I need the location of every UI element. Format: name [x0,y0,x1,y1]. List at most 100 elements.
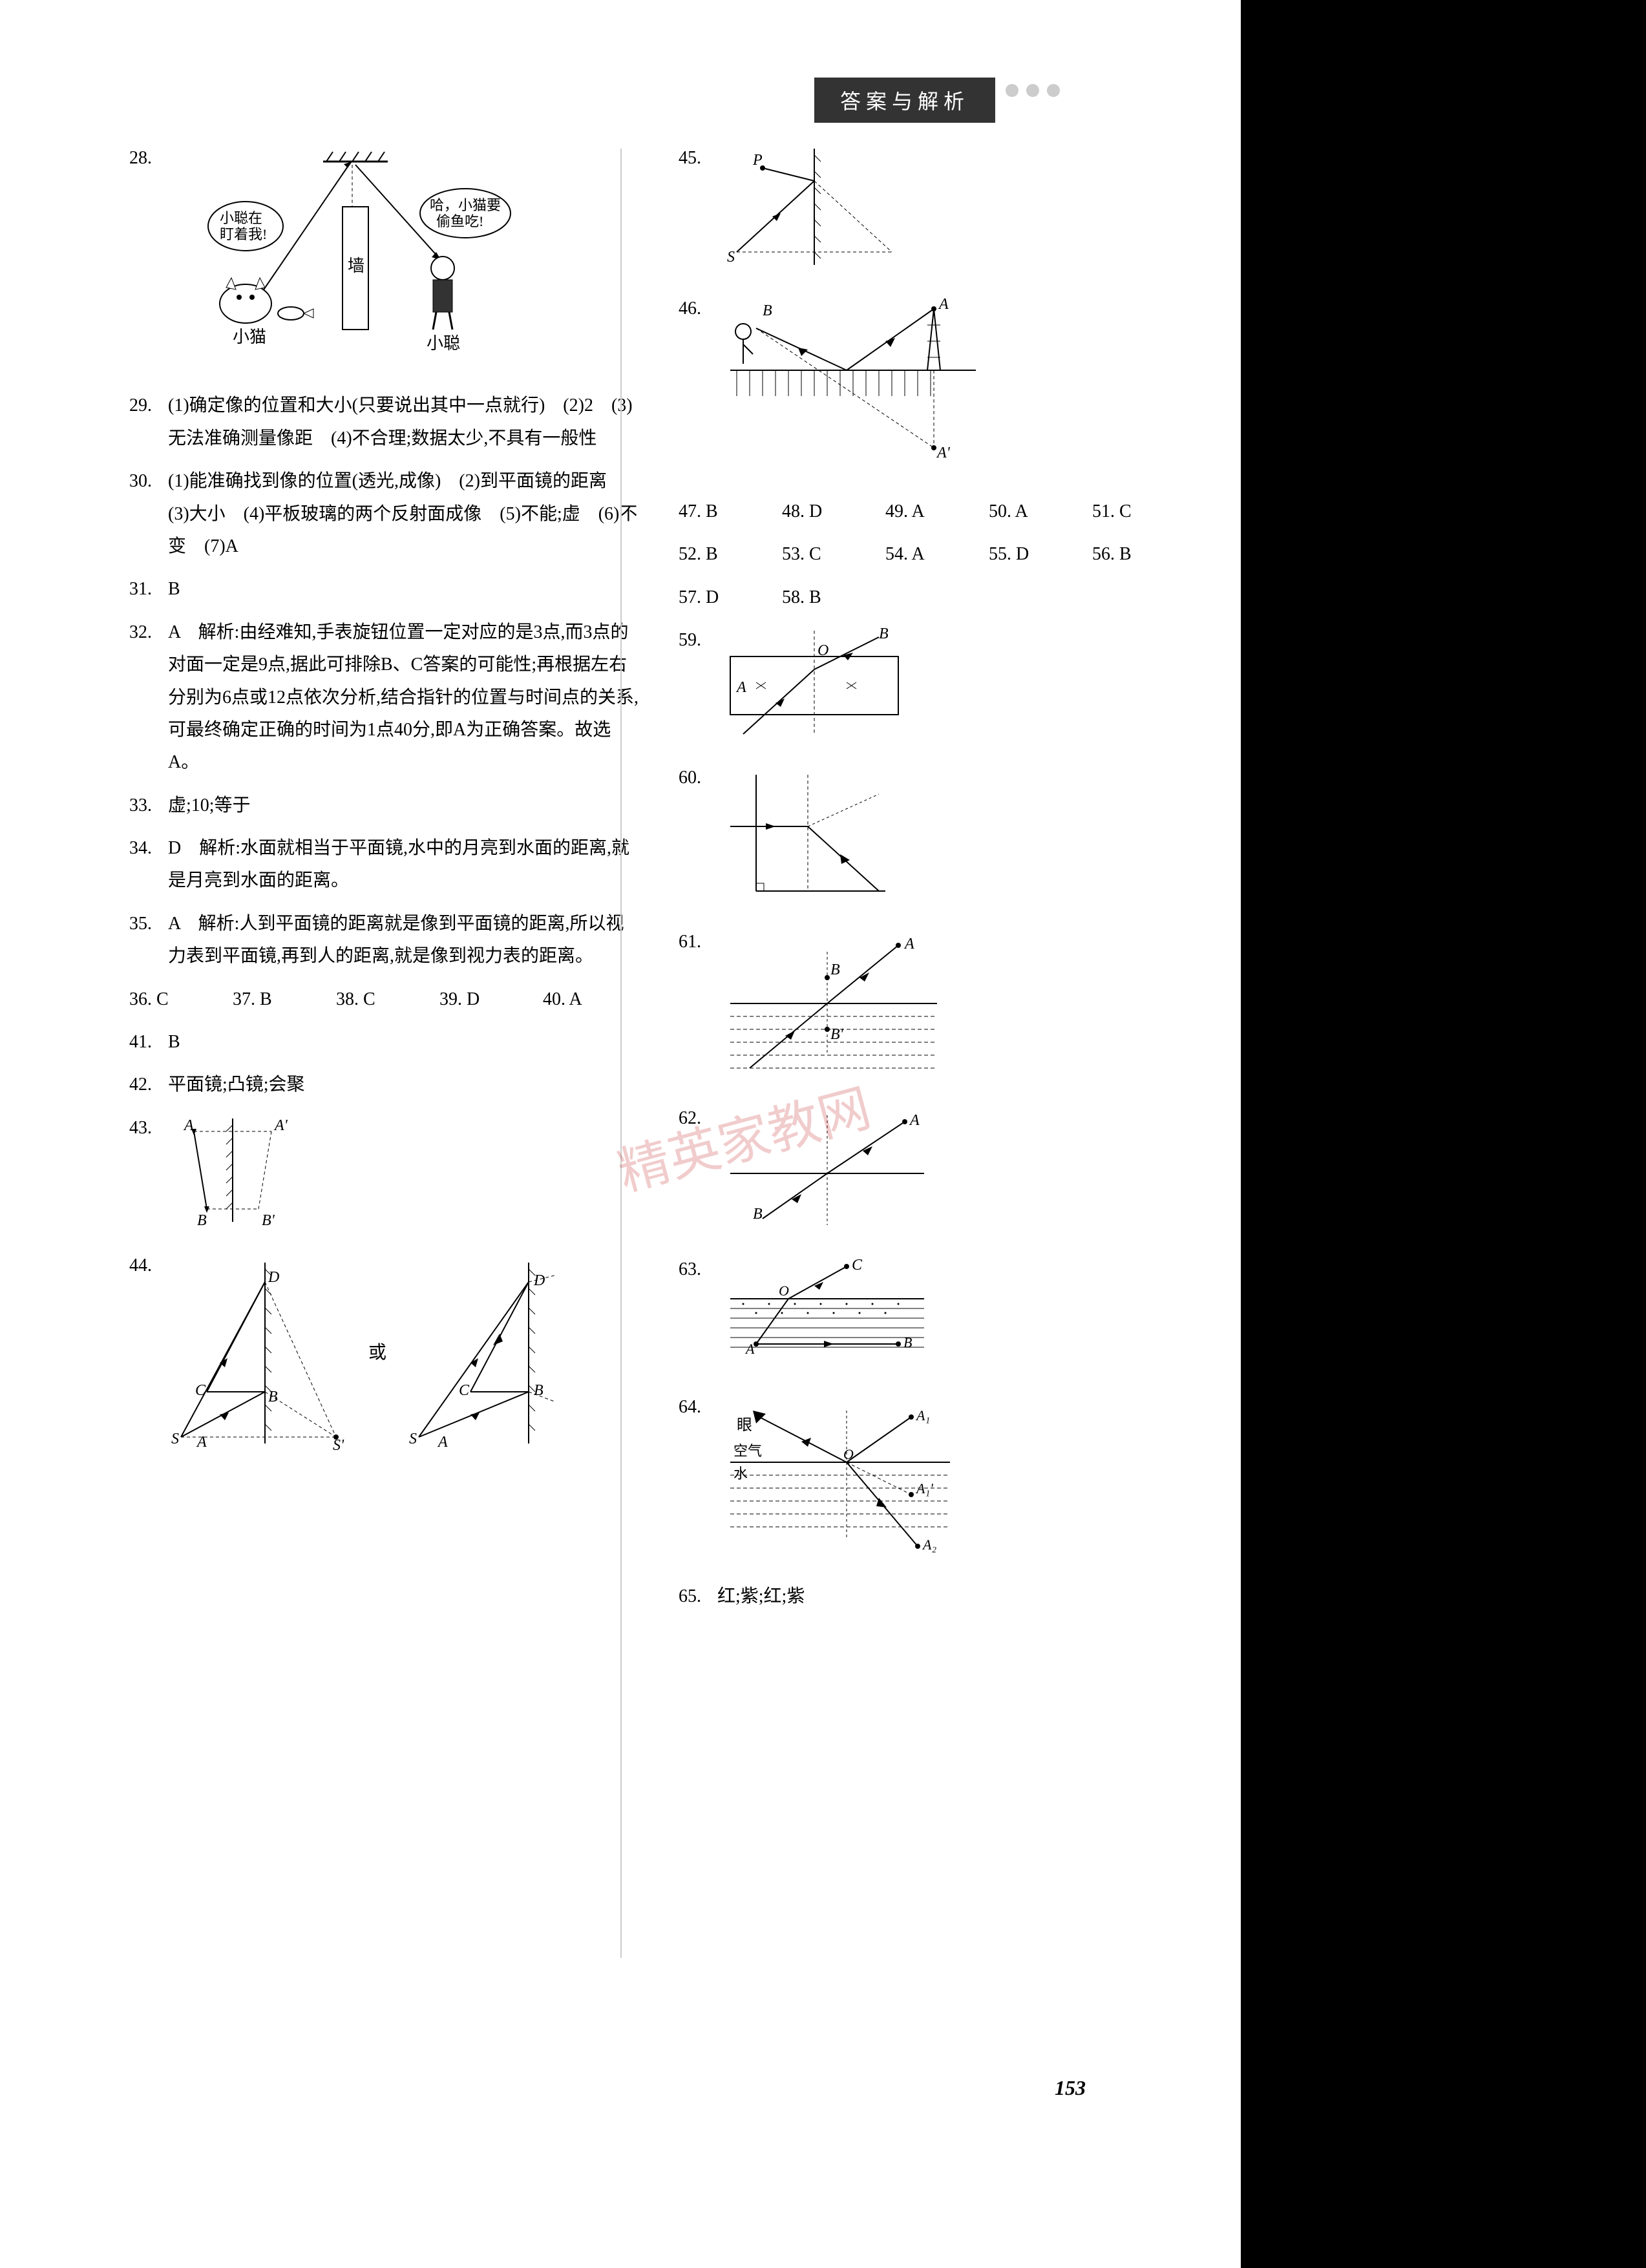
page-container: 答案与解析 精英家教网 28. [0,0,1241,2268]
question-44: 44. S [129,1250,640,1456]
label-A1: A₁ [915,1407,930,1423]
question-60: 60. [679,762,1189,915]
dot-icon [1006,84,1018,97]
label-A: A [735,679,746,696]
or-text: 或 [368,1337,386,1369]
item-content: A B O [717,624,1189,751]
item-text: B [168,573,640,605]
diagram-43: A A' B B' [168,1112,310,1228]
label-O: O [843,1446,854,1462]
question-46: 46. A [679,293,1189,485]
header-banner: 答案与解析 [814,78,995,123]
bubble-left-line1: 小聪在 [220,210,262,226]
label-A2: A₂ [922,1537,936,1553]
answer-57: 57. D [679,582,756,614]
label-S: S [727,249,735,266]
item-text: 红;紫;红;紫 [717,1580,1189,1613]
right-column: 45. P S 4 [679,142,1189,1624]
label-O: O [779,1283,789,1299]
answers-row-36: 36. C 37. B 38. C 39. D 40. A [129,983,640,1016]
item-text: (1)能准确找到像的位置(透光,成像) (2)到平面镜的距离 (3)大小 (4)… [168,465,640,563]
answer-51: 51. C [1092,496,1170,528]
question-30: 30. (1)能准确找到像的位置(透光,成像) (2)到平面镜的距离 (3)大小… [129,465,640,563]
content-area: 28. [129,142,1189,1624]
diagram-44a: S A B C D S' [168,1250,349,1456]
bubble-left-line2: 盯着我! [220,226,267,242]
label-A: A [938,296,949,313]
label-B: B [197,1212,207,1228]
item-number: 34. [129,832,168,898]
label-C: C [195,1382,206,1399]
item-text: A 解析:人到平面镜的距离就是像到平面镜的距离,所以视力表到平面镜,再到人的距离… [168,908,640,973]
item-text: (1)确定像的位置和大小(只要说出其中一点就行) (2)2 (3)无法准确测量像… [168,390,640,455]
item-number: 29. [129,390,168,455]
diagram-60 [717,762,898,904]
label-Bp: B' [830,1026,844,1043]
diagram-46: A A' B [717,293,989,474]
diagram-63: C O A B [717,1254,937,1370]
item-text: B [168,1026,640,1058]
diagram-61: A B B' [717,926,950,1081]
answer-37: 37. B [233,983,310,1016]
left-column: 28. [129,142,640,1624]
diagram-64: 眼 空气 水 A₁ A₁' A₂ O [717,1391,963,1559]
diagram-45: P S [717,142,924,271]
item-number: 65. [679,1580,717,1613]
label-A: A [183,1117,194,1134]
answer-48: 48. D [782,496,860,528]
item-content: A A' B [717,293,1189,485]
answer-40: 40. A [543,983,620,1016]
label-Ap: A' [273,1117,288,1134]
cat-label: 小猫 [233,328,266,346]
diagram-62: A B [717,1102,937,1232]
question-45: 45. P S [679,142,1189,282]
label-Ap: A' [936,445,951,461]
label-A: A [437,1434,448,1451]
item-number: 42. [129,1069,168,1101]
item-text: 虚;10;等于 [168,790,640,822]
answer-38: 38. C [336,983,414,1016]
diagram-44b: S A B C D [406,1250,561,1456]
item-content: P S [717,142,1189,282]
label-O: O [818,642,828,659]
person-label: 小聪 [427,334,460,353]
question-59: 59. A B O [679,624,1189,751]
label-B: B [534,1382,543,1399]
item-number: 35. [129,908,168,973]
item-content: 墙 小聪在 盯着我! 哈，小猫要 偷鱼吃! 小 [168,142,640,379]
item-number: 33. [129,790,168,822]
item-number: 59. [679,624,717,751]
item-number: 44. [129,1250,168,1456]
question-35: 35. A 解析:人到平面镜的距离就是像到平面镜的距离,所以视力表到平面镜,再到… [129,908,640,973]
question-63: 63. C O [679,1254,1189,1381]
item-content: S A B C D S' 或 [168,1250,640,1456]
question-31: 31. B [129,573,640,605]
header-title: 答案与解析 [840,90,969,113]
wall-label: 墙 [348,257,364,275]
dot-icon [1026,84,1039,97]
question-62: 62. A B [679,1102,1189,1243]
item-content: A B [717,1102,1189,1243]
answer-54: 54. A [885,538,963,571]
question-65: 65. 红;紫;红;紫 [679,1580,1189,1613]
dot-icon [1047,84,1060,97]
header-dots [1006,84,1060,97]
label-S: S [171,1431,179,1447]
question-64: 64. 眼 空气 水 A₁ A₁' [679,1391,1189,1570]
label-Bp: B' [262,1212,275,1228]
answer-50: 50. A [989,496,1066,528]
question-28: 28. [129,142,640,379]
label-water: 水 [733,1465,748,1482]
label-B: B [763,302,772,319]
item-number: 62. [679,1102,717,1243]
item-number: 30. [129,465,168,563]
item-number: 41. [129,1026,168,1058]
label-eye: 眼 [737,1417,752,1434]
label-B: B [879,625,889,642]
answers-row-57: 57. D 58. B [679,582,1189,614]
answer-36: 36. C [129,983,207,1016]
diagram-28: 墙 小聪在 盯着我! 哈，小猫要 偷鱼吃! 小 [207,149,530,355]
answer-53: 53. C [782,538,860,571]
answer-56: 56. B [1092,538,1170,571]
page-number: 153 [1055,2076,1086,2100]
